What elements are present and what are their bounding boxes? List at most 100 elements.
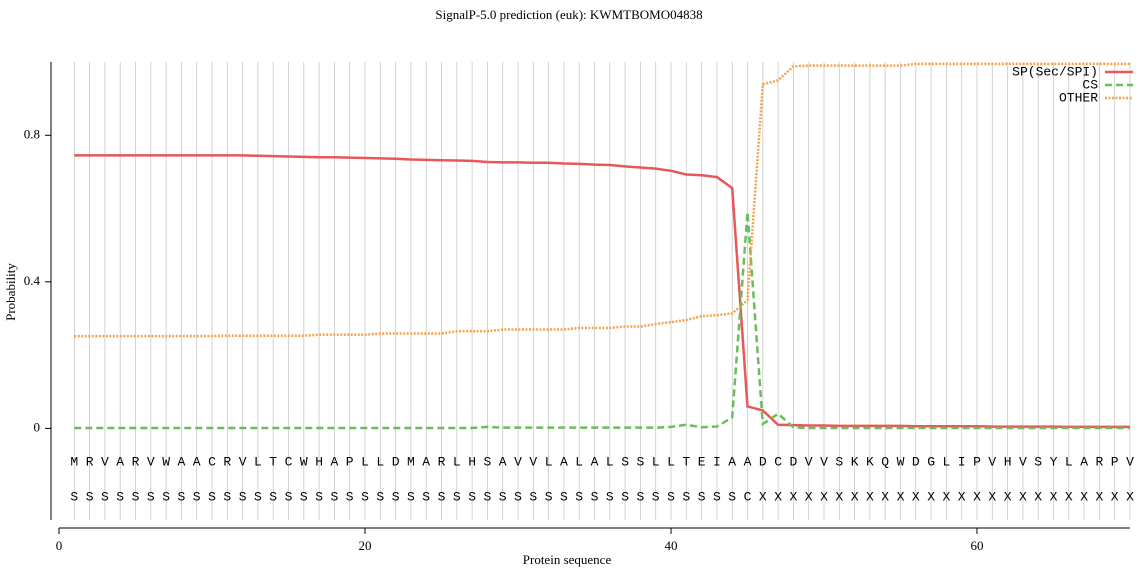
predicted-label: S — [70, 489, 78, 504]
residue: G — [927, 454, 935, 469]
predicted-label: X — [958, 489, 966, 504]
x-tick-label: 20 — [359, 538, 372, 553]
residue: M — [407, 454, 415, 469]
chart-title: SignalP-5.0 prediction (euk): KWMTBOMO04… — [435, 7, 702, 22]
residue: C — [208, 454, 216, 469]
predicted-label: X — [1065, 489, 1073, 504]
legend-label: SP(Sec/SPI) — [1012, 64, 1098, 79]
predicted-label: S — [728, 489, 736, 504]
predicted-label: X — [1050, 489, 1058, 504]
residue: R — [86, 454, 94, 469]
residue: D — [392, 454, 400, 469]
residue: A — [330, 454, 338, 469]
residue: E — [698, 454, 706, 469]
predicted-label: S — [330, 489, 338, 504]
predicted-label: S — [315, 489, 323, 504]
residue: A — [422, 454, 430, 469]
x-tick-label: 0 — [56, 538, 63, 553]
predicted-label: S — [116, 489, 124, 504]
predicted-label: S — [223, 489, 231, 504]
predicted-label: S — [560, 489, 568, 504]
predicted-label: S — [713, 489, 721, 504]
predicted-label: X — [805, 489, 813, 504]
residue: L — [942, 454, 950, 469]
residue: L — [575, 454, 583, 469]
residue: S — [1034, 454, 1042, 469]
predicted-label: S — [208, 489, 216, 504]
predicted-label: S — [346, 489, 354, 504]
residue: L — [606, 454, 614, 469]
predicted-label: S — [376, 489, 384, 504]
predicted-label: X — [912, 489, 920, 504]
x-axis-label: Protein sequence — [523, 552, 612, 567]
residue: D — [912, 454, 920, 469]
residue: A — [591, 454, 599, 469]
residue: D — [789, 454, 797, 469]
y-tick-label: 0.8 — [24, 126, 40, 141]
predicted-label: X — [897, 489, 905, 504]
predicted-label: S — [269, 489, 277, 504]
residue: T — [269, 454, 277, 469]
predicted-label: S — [361, 489, 369, 504]
predicted-label: S — [468, 489, 476, 504]
residue: K — [851, 454, 859, 469]
predicted-label: X — [835, 489, 843, 504]
predicted-label: S — [606, 489, 614, 504]
residue: S — [621, 454, 629, 469]
residue: V — [1019, 454, 1027, 469]
predicted-label: S — [162, 489, 170, 504]
residue: L — [1065, 454, 1073, 469]
predicted-label: X — [1111, 489, 1119, 504]
predicted-label: S — [453, 489, 461, 504]
x-tick-label: 60 — [971, 538, 984, 553]
predicted-label: S — [529, 489, 537, 504]
predicted-label: S — [407, 489, 415, 504]
predicted-label: X — [1034, 489, 1042, 504]
residue: P — [1111, 454, 1119, 469]
residue: Q — [881, 454, 889, 469]
residue: V — [805, 454, 813, 469]
predicted-label: S — [483, 489, 491, 504]
residue: I — [713, 454, 721, 469]
residue: T — [682, 454, 690, 469]
residue: L — [545, 454, 553, 469]
predicted-label: S — [667, 489, 675, 504]
residue: K — [866, 454, 874, 469]
predicted-label: X — [881, 489, 889, 504]
residue: W — [300, 454, 308, 469]
residue: R — [1095, 454, 1103, 469]
y-tick-label: 0 — [34, 419, 41, 434]
residue: A — [560, 454, 568, 469]
residue: R — [223, 454, 231, 469]
predicted-label: X — [1126, 489, 1134, 504]
predicted-label: S — [636, 489, 644, 504]
series-line — [74, 154, 1130, 429]
residue: S — [636, 454, 644, 469]
predicted-label: X — [759, 489, 767, 504]
residue: C — [285, 454, 293, 469]
predicted-label: X — [789, 489, 797, 504]
residue: V — [1126, 454, 1134, 469]
predicted-label: S — [285, 489, 293, 504]
residue: L — [667, 454, 675, 469]
residue: V — [988, 454, 996, 469]
residue: P — [346, 454, 354, 469]
series-line — [74, 212, 1130, 430]
predicted-label: S — [698, 489, 706, 504]
residue: L — [254, 454, 262, 469]
residue: R — [438, 454, 446, 469]
residue: W — [897, 454, 905, 469]
predicted-label: S — [499, 489, 507, 504]
residue: W — [162, 454, 170, 469]
residue: I — [958, 454, 966, 469]
predicted-label: S — [514, 489, 522, 504]
predicted-label: X — [1019, 489, 1027, 504]
residue: D — [759, 454, 767, 469]
legend-label: CS — [1082, 77, 1098, 92]
predicted-label: S — [682, 489, 690, 504]
predicted-label: X — [1004, 489, 1012, 504]
residue: L — [376, 454, 384, 469]
predicted-label: S — [422, 489, 430, 504]
